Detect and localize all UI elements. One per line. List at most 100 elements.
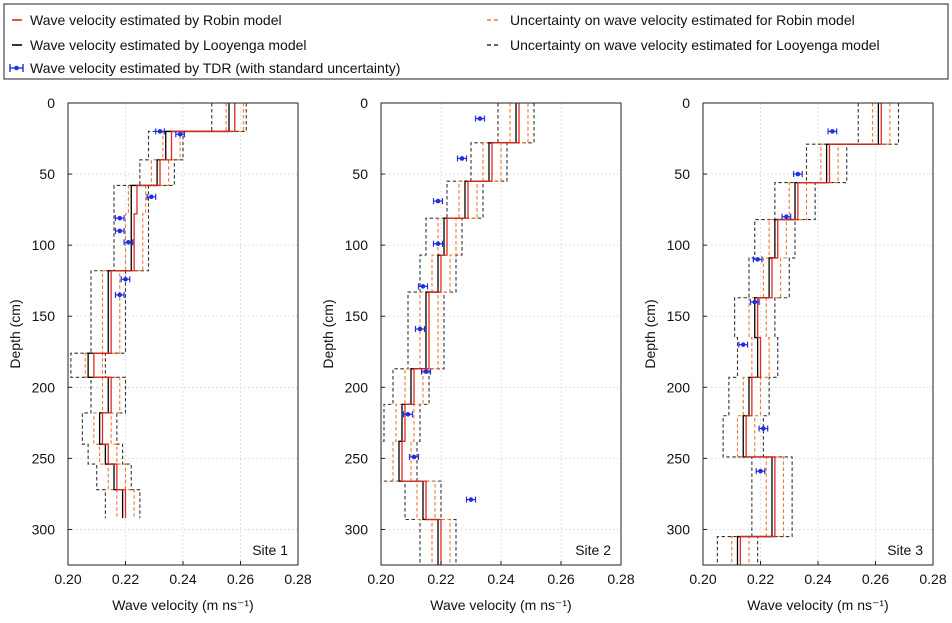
legend-label-robin: Wave velocity estimated by Robin model bbox=[30, 12, 282, 28]
x-tick-label: 0.22 bbox=[747, 571, 774, 587]
robin-uncertainty-upper bbox=[748, 103, 891, 565]
x-axis-label-site-1: Wave velocity (m ns⁻¹) bbox=[112, 597, 253, 613]
y-tick-label: 150 bbox=[345, 308, 369, 324]
tdr-point bbox=[755, 468, 766, 475]
looyenga-line bbox=[398, 103, 517, 565]
tdr-marker bbox=[117, 215, 123, 221]
tdr-marker bbox=[758, 468, 763, 474]
tdr-point bbox=[432, 240, 444, 247]
x-tick-label: 0.28 bbox=[919, 571, 946, 587]
tdr-marker bbox=[149, 194, 154, 200]
robin-line bbox=[401, 103, 520, 565]
x-tick-label: 0.28 bbox=[284, 571, 311, 587]
y-tick-label: 0 bbox=[360, 95, 368, 111]
looyenga-line bbox=[87, 103, 230, 519]
tdr-point bbox=[420, 368, 432, 375]
tdr-point bbox=[417, 283, 429, 290]
y-tick-label: 250 bbox=[345, 450, 369, 466]
looyenga-uncertainty-lower bbox=[381, 103, 499, 565]
looyenga-uncertainty-upper bbox=[104, 103, 247, 519]
x-tick-label: 0.26 bbox=[227, 571, 254, 587]
looyenga-uncertainty-lower bbox=[70, 103, 213, 519]
tdr-point bbox=[123, 239, 134, 246]
tdr-marker bbox=[405, 412, 411, 417]
looyenga-line bbox=[736, 103, 880, 565]
y-tick-label: 100 bbox=[32, 237, 56, 253]
tdr-point bbox=[114, 215, 125, 222]
x-tick-label: 0.24 bbox=[169, 571, 196, 587]
y-tick-label: 150 bbox=[32, 308, 56, 324]
site-label-2: Site 2 bbox=[575, 542, 611, 558]
panel-site-2: 0.20 0.22 0.24 0.26 0.28 0 50 100 150 200 250 300 S… bbox=[320, 95, 635, 613]
legend-item-robin: Wave velocity estimated by Robin model bbox=[12, 12, 282, 28]
x-tick-label: 0.20 bbox=[54, 571, 81, 587]
tdr-marker bbox=[417, 326, 423, 332]
x-tick-label: 0.24 bbox=[804, 571, 831, 587]
legend-label-looyenga-uncertainty: Uncertainty on wave velocity estimated f… bbox=[510, 37, 880, 53]
tdr-point bbox=[456, 155, 468, 162]
y-tick-label: 300 bbox=[32, 521, 56, 537]
tdr-point bbox=[758, 425, 769, 432]
tdr-point bbox=[432, 198, 444, 205]
tdr-marker bbox=[477, 116, 483, 121]
y-tick-label: 250 bbox=[667, 450, 691, 466]
y-tick-label: 300 bbox=[667, 521, 691, 537]
tdr-point bbox=[474, 115, 486, 122]
tdr-point bbox=[781, 213, 792, 220]
legend-frame bbox=[3, 3, 949, 80]
y-tick-label: 50 bbox=[352, 166, 368, 182]
x-tick-label: 0.24 bbox=[487, 571, 514, 587]
tdr-marker bbox=[420, 284, 426, 289]
legend: Wave velocity estimated by Robin model W… bbox=[3, 3, 949, 80]
legend-item-robin-uncertainty: Uncertainty on wave velocity estimated f… bbox=[487, 12, 855, 28]
tdr-marker bbox=[468, 497, 474, 502]
tdr-marker bbox=[411, 454, 417, 460]
panel-site-3: 0.20 0.22 0.24 0.26 0.28 0 50 100 150 200 250 300 S… bbox=[642, 95, 947, 613]
tdr-marker bbox=[740, 342, 746, 347]
tdr-point bbox=[738, 341, 749, 348]
legend-item-looyenga-uncertainty: Uncertainty on wave velocity estimated f… bbox=[487, 37, 880, 53]
y-axis-label-site-3: Depth (cm) bbox=[642, 299, 658, 368]
legend-swatch-tdr-dot bbox=[14, 65, 19, 71]
looyenga-uncertainty-upper bbox=[416, 103, 535, 565]
legend-item-looyenga: Wave velocity estimated by Looyenga mode… bbox=[12, 37, 307, 53]
y-tick-label: 150 bbox=[667, 308, 691, 324]
x-tick-label: 0.26 bbox=[547, 571, 574, 587]
y-tick-label: 100 bbox=[667, 237, 691, 253]
tdr-marker bbox=[157, 129, 163, 134]
tdr-marker bbox=[830, 129, 835, 134]
robin-line bbox=[739, 103, 882, 565]
y-tick-label: 300 bbox=[345, 521, 369, 537]
x-tick-label: 0.20 bbox=[367, 571, 394, 587]
tdr-point bbox=[408, 453, 420, 460]
tdr-marker bbox=[117, 228, 123, 234]
tdr-point bbox=[120, 276, 131, 283]
x-axis-label-site-3: Wave velocity (m ns⁻¹) bbox=[747, 597, 888, 613]
tdr-point bbox=[749, 299, 760, 306]
y-tick-label: 250 bbox=[32, 450, 56, 466]
tdr-marker bbox=[459, 156, 465, 161]
y-tick-label: 50 bbox=[39, 166, 55, 182]
tdr-marker bbox=[126, 240, 131, 245]
x-tick-label: 0.28 bbox=[607, 571, 634, 587]
tdr-point bbox=[465, 496, 477, 503]
tdr-marker bbox=[755, 257, 760, 262]
robin-uncertainty-upper bbox=[101, 103, 244, 519]
y-tick-label: 50 bbox=[674, 166, 690, 182]
tdr-marker bbox=[117, 292, 123, 298]
tdr-marker bbox=[752, 299, 758, 305]
y-tick-label: 200 bbox=[345, 379, 369, 395]
y-tick-label: 100 bbox=[345, 237, 369, 253]
legend-item-tdr: Wave velocity estimated by TDR (with sta… bbox=[9, 60, 400, 76]
tdr-marker bbox=[761, 426, 766, 431]
legend-label-tdr: Wave velocity estimated by TDR (with sta… bbox=[30, 60, 400, 76]
site-label-1: Site 1 bbox=[252, 542, 288, 558]
x-tick-label: 0.26 bbox=[862, 571, 889, 587]
tdr-point bbox=[146, 193, 157, 200]
looyenga-uncertainty-lower bbox=[716, 103, 859, 565]
site-label-3: Site 3 bbox=[887, 542, 923, 558]
y-tick-label: 200 bbox=[667, 379, 691, 395]
x-tick-label: 0.22 bbox=[112, 571, 139, 587]
tdr-point bbox=[175, 131, 186, 138]
